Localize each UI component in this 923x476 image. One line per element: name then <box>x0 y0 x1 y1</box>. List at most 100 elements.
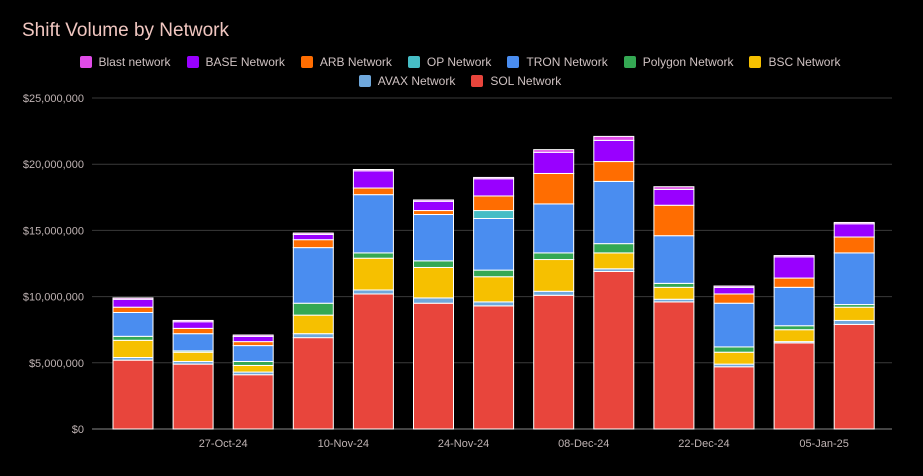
bar-segment-sol-network[interactable] <box>653 301 695 430</box>
bar-segment-bsc-network[interactable] <box>232 364 274 373</box>
legend-item-avax-network[interactable]: AVAX Network <box>358 74 455 88</box>
bar-segment-sol-network[interactable] <box>232 374 274 430</box>
bar-stack-27-Oct-24[interactable] <box>172 319 214 430</box>
bar-segment-polygon-network[interactable] <box>533 252 575 261</box>
bar-segment-bsc-network[interactable] <box>833 306 875 321</box>
bar-segment-base-network[interactable] <box>292 233 334 241</box>
bar-segment-base-network[interactable] <box>713 286 755 295</box>
bar-segment-base-network[interactable] <box>833 223 875 238</box>
bar-stack-22-Dec-24[interactable] <box>653 186 695 430</box>
bar-segment-tron-network[interactable] <box>232 345 274 362</box>
bar-segment-blast-network[interactable] <box>833 221 875 225</box>
bar-segment-blast-network[interactable] <box>773 255 815 258</box>
bar-segment-base-network[interactable] <box>653 188 695 206</box>
bar-segment-polygon-network[interactable] <box>713 346 755 353</box>
bar-segment-base-network[interactable] <box>413 200 454 212</box>
bar-segment-base-network[interactable] <box>473 178 515 197</box>
legend-item-arb-network[interactable]: ARB Network <box>300 55 392 69</box>
bar-segment-tron-network[interactable] <box>533 203 575 254</box>
legend-item-bsc-network[interactable]: BSC Network <box>749 55 840 69</box>
bar-segment-tron-network[interactable] <box>112 311 154 337</box>
bar-segment-blast-network[interactable] <box>593 135 635 141</box>
legend-item-op-network[interactable]: OP Network <box>407 55 491 69</box>
bar-segment-bsc-network[interactable] <box>292 314 334 335</box>
bar-segment-bsc-network[interactable] <box>112 339 154 359</box>
bar-segment-sol-network[interactable] <box>713 366 755 430</box>
bar-segment-polygon-network[interactable] <box>473 269 515 278</box>
bar-segment-avax-network[interactable] <box>352 289 394 295</box>
bar-stack-10-Nov-24[interactable] <box>292 232 334 430</box>
bar-segment-sol-network[interactable] <box>413 302 454 430</box>
bar-stack-08-Dec-24[interactable] <box>533 149 575 430</box>
bar-segment-polygon-network[interactable] <box>653 282 695 288</box>
bar-segment-blast-network[interactable] <box>352 168 394 172</box>
bar-segment-tron-network[interactable] <box>413 214 454 262</box>
bar-segment-base-network[interactable] <box>773 256 815 279</box>
bar-stack-20-Oct-24[interactable] <box>112 297 154 430</box>
bar-segment-tron-network[interactable] <box>833 252 875 306</box>
legend-item-sol-network[interactable]: SOL Network <box>471 74 561 88</box>
bar-segment-tron-network[interactable] <box>773 286 815 327</box>
bar-segment-sol-network[interactable] <box>773 342 815 430</box>
bar-segment-arb-network[interactable] <box>413 210 454 216</box>
bar-segment-avax-network[interactable] <box>533 290 575 296</box>
bar-segment-tron-network[interactable] <box>593 180 635 245</box>
bar-stack-03-Nov-24[interactable] <box>232 334 274 430</box>
bar-segment-bsc-network[interactable] <box>172 351 214 362</box>
bar-segment-arb-network[interactable] <box>833 236 875 254</box>
bar-segment-tron-network[interactable] <box>172 333 214 352</box>
bar-segment-polygon-network[interactable] <box>112 335 154 341</box>
bar-segment-bsc-network[interactable] <box>593 252 635 270</box>
bar-segment-arb-network[interactable] <box>653 204 695 237</box>
bar-segment-base-network[interactable] <box>533 151 575 174</box>
bar-segment-bsc-network[interactable] <box>773 329 815 343</box>
bar-segment-avax-network[interactable] <box>833 319 875 325</box>
bar-stack-12-Jan-25[interactable] <box>833 221 875 430</box>
bar-segment-bsc-network[interactable] <box>352 257 394 291</box>
bar-segment-blast-network[interactable] <box>112 297 154 300</box>
legend-item-tron-network[interactable]: TRON Network <box>507 55 608 69</box>
bar-segment-op-network[interactable] <box>473 210 515 219</box>
bar-segment-arb-network[interactable] <box>533 172 575 205</box>
bar-segment-sol-network[interactable] <box>172 363 214 430</box>
bar-segment-blast-network[interactable] <box>653 186 695 190</box>
bar-segment-avax-network[interactable] <box>413 297 454 304</box>
bar-segment-polygon-network[interactable] <box>413 260 454 268</box>
bar-segment-blast-network[interactable] <box>473 176 515 180</box>
bar-segment-tron-network[interactable] <box>473 217 515 271</box>
bar-segment-polygon-network[interactable] <box>232 360 274 366</box>
bar-segment-tron-network[interactable] <box>653 235 695 284</box>
bar-segment-bsc-network[interactable] <box>413 266 454 299</box>
bar-segment-bsc-network[interactable] <box>713 351 755 365</box>
bar-segment-polygon-network[interactable] <box>292 302 334 316</box>
bar-segment-blast-network[interactable] <box>232 334 274 337</box>
bar-segment-sol-network[interactable] <box>593 270 635 430</box>
legend-item-polygon-network[interactable]: Polygon Network <box>623 55 733 69</box>
bar-segment-sol-network[interactable] <box>292 337 334 430</box>
bar-segment-arb-network[interactable] <box>112 306 154 313</box>
bar-segment-sol-network[interactable] <box>352 293 394 430</box>
legend-item-blast-network[interactable]: Blast network <box>79 55 171 69</box>
bar-segment-bsc-network[interactable] <box>653 286 695 300</box>
bar-segment-base-network[interactable] <box>172 321 214 329</box>
bar-stack-15-Dec-24[interactable] <box>593 135 635 430</box>
bar-segment-base-network[interactable] <box>593 139 635 163</box>
bar-segment-arb-network[interactable] <box>292 239 334 249</box>
bar-segment-blast-network[interactable] <box>413 199 454 202</box>
bar-stack-29-Dec-24[interactable] <box>713 285 755 430</box>
bar-segment-blast-network[interactable] <box>292 232 334 235</box>
bar-segment-polygon-network[interactable] <box>773 325 815 331</box>
bar-stack-05-Jan-25[interactable] <box>773 255 815 430</box>
bar-segment-polygon-network[interactable] <box>593 243 635 254</box>
bar-segment-base-network[interactable] <box>232 335 274 343</box>
bar-segment-tron-network[interactable] <box>352 194 394 254</box>
bar-segment-arb-network[interactable] <box>232 341 274 347</box>
bar-segment-blast-network[interactable] <box>172 319 214 323</box>
bar-segment-arb-network[interactable] <box>172 327 214 335</box>
bar-segment-arb-network[interactable] <box>352 187 394 196</box>
bar-segment-base-network[interactable] <box>112 298 154 308</box>
bar-segment-arb-network[interactable] <box>773 277 815 288</box>
bar-stack-24-Nov-24[interactable] <box>413 199 454 430</box>
bar-stack-01-Dec-24[interactable] <box>473 176 515 430</box>
bar-segment-polygon-network[interactable] <box>352 252 394 259</box>
